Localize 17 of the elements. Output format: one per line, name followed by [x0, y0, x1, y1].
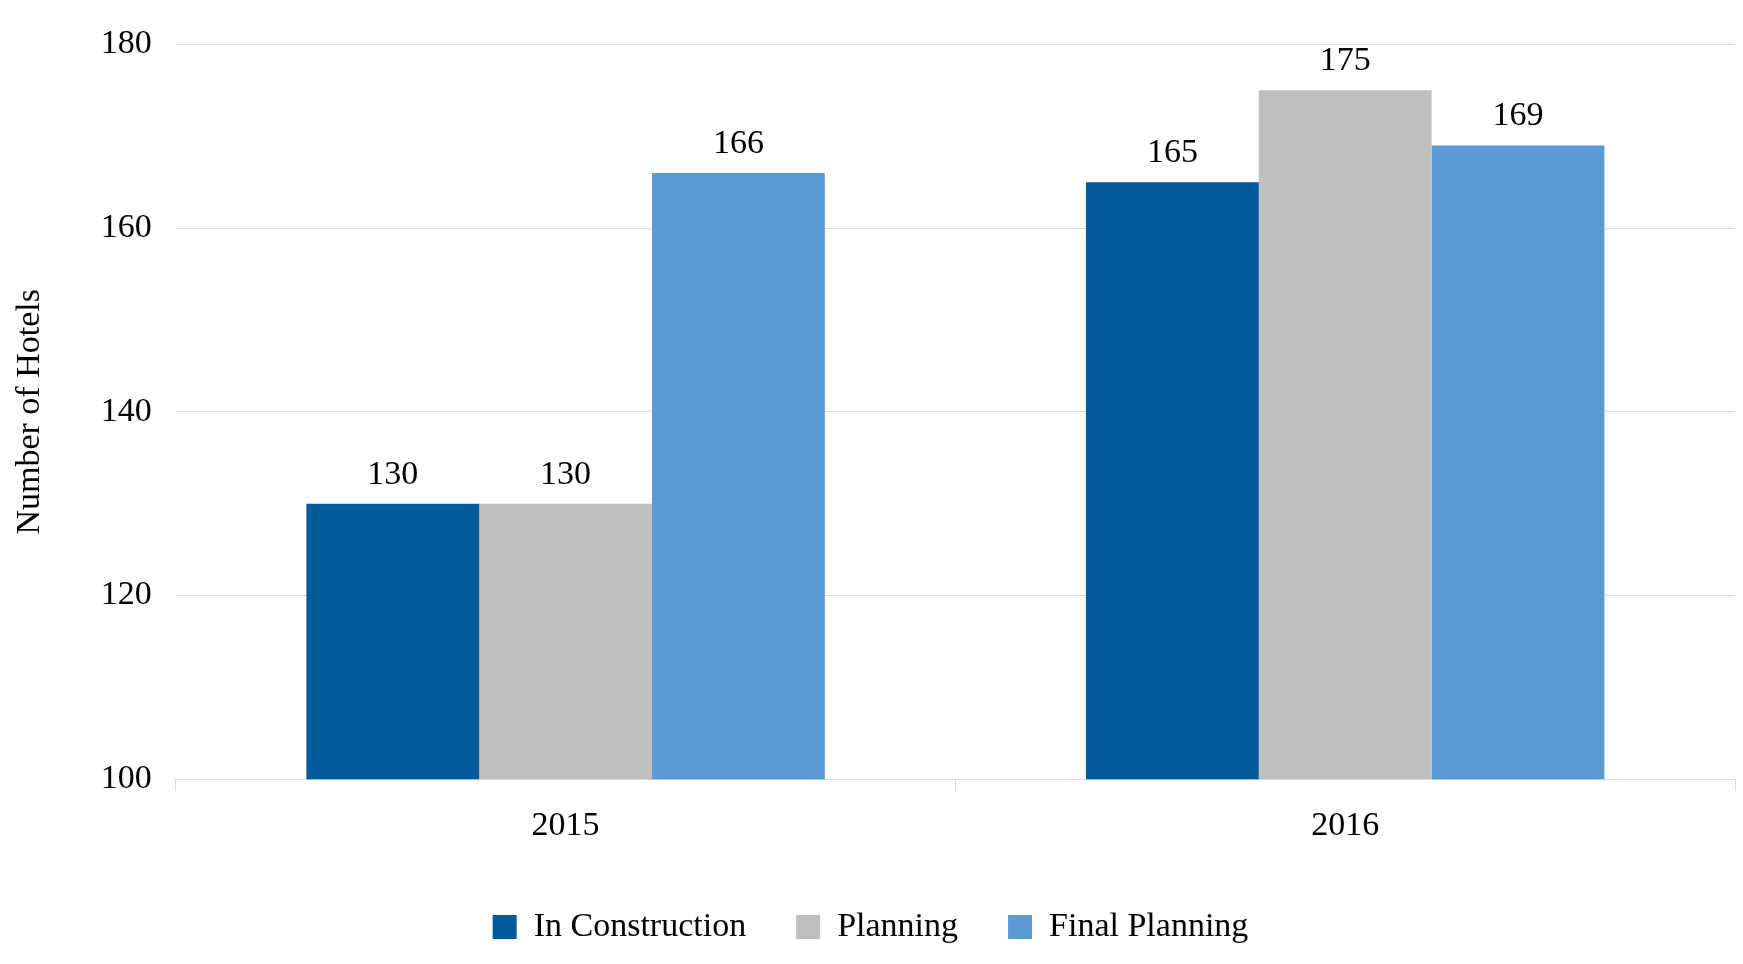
- legend-label: Planning: [837, 905, 959, 943]
- y-tick-label: 160: [100, 207, 152, 245]
- data-label: 165: [1146, 132, 1198, 170]
- x-tick-label: 2015: [531, 804, 600, 842]
- y-tick-label: 140: [100, 390, 152, 428]
- data-label: 166: [712, 122, 764, 160]
- data-label: 169: [1492, 95, 1544, 133]
- data-label: 175: [1319, 40, 1371, 78]
- y-axis-title: Number of Hotels: [9, 289, 47, 535]
- y-tick-label: 180: [100, 23, 152, 61]
- x-tick-label: 2016: [1311, 804, 1380, 842]
- y-tick-label: 120: [100, 574, 152, 612]
- data-label: 130: [367, 453, 419, 491]
- y-tick-label: 100: [100, 758, 152, 796]
- data-label: 130: [540, 453, 592, 491]
- legend-label: In Construction: [533, 905, 747, 943]
- legend-label: Final Planning: [1049, 905, 1249, 943]
